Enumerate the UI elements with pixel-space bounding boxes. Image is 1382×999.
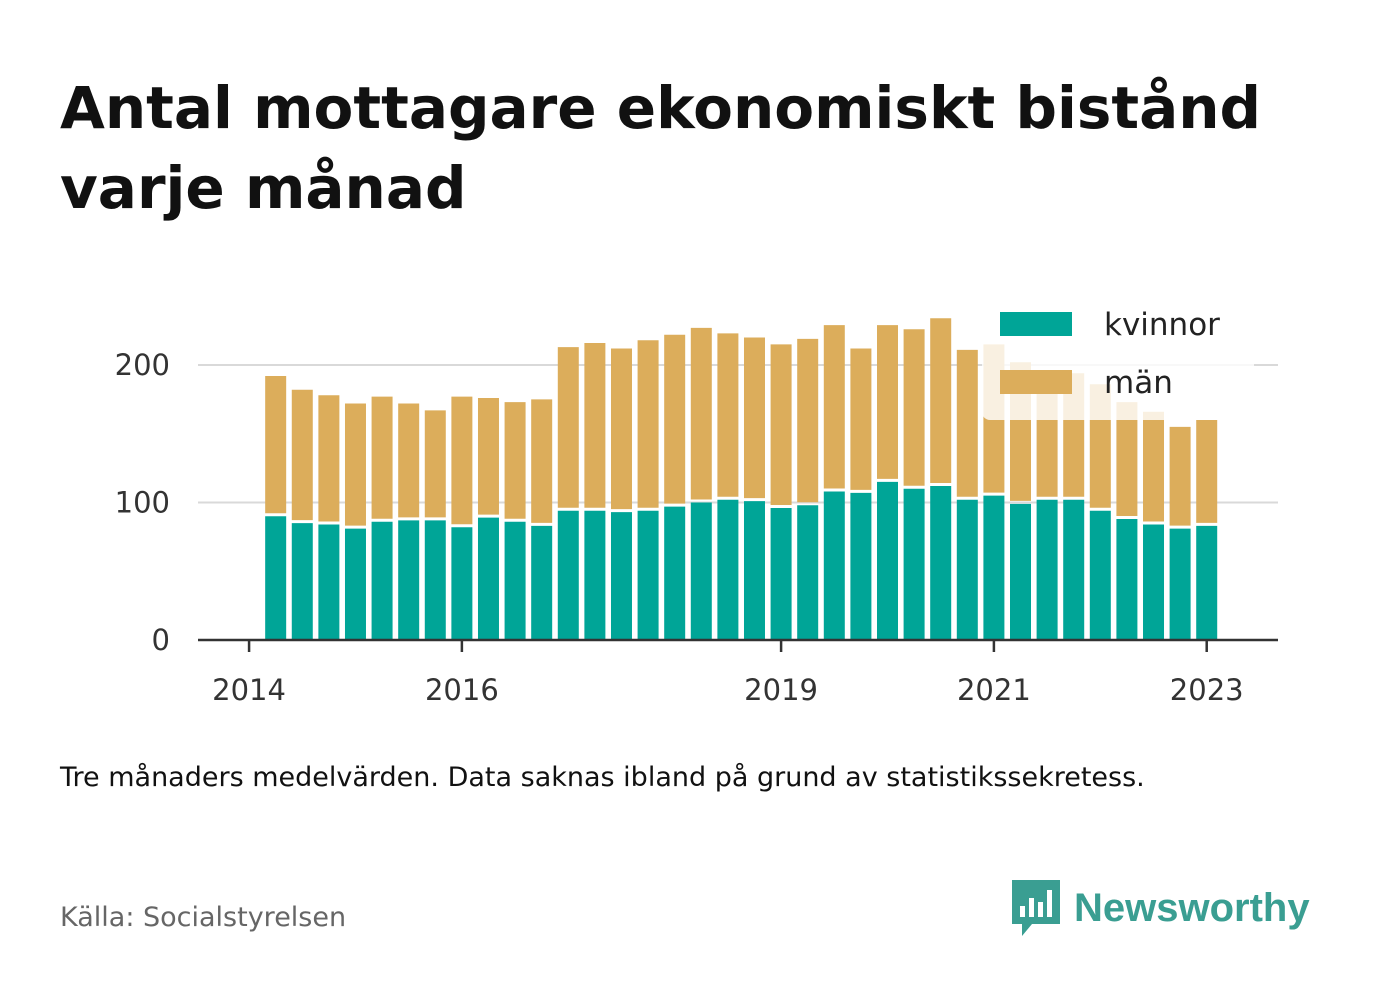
bar-kvinnor xyxy=(1196,525,1218,640)
chart-title: Antal mottagare ekonomiskt bistånd varje… xyxy=(60,74,1262,222)
bar-kvinnor xyxy=(743,501,765,640)
bar-man xyxy=(797,338,819,503)
bar-man xyxy=(664,334,686,504)
x-tick-label: 2016 xyxy=(425,673,499,707)
bar-man xyxy=(850,348,872,490)
bar-kvinnor xyxy=(903,488,925,640)
bar-kvinnor xyxy=(876,481,898,640)
bar-kvinnor xyxy=(770,508,792,640)
bar-man xyxy=(1143,411,1165,522)
bar-kvinnor xyxy=(930,486,952,640)
bar-man xyxy=(451,396,473,525)
bar-man xyxy=(531,399,553,523)
bar-man xyxy=(265,376,287,514)
bar-man xyxy=(557,347,579,508)
bar-kvinnor xyxy=(1036,499,1058,640)
bar-man xyxy=(903,329,925,486)
bar-kvinnor xyxy=(344,528,366,640)
bar-kvinnor xyxy=(1063,499,1085,640)
bar-kvinnor xyxy=(1089,510,1111,640)
bar-man xyxy=(477,398,499,515)
bar-man xyxy=(291,389,313,521)
newsworthy-logo: Newsworthy xyxy=(1010,878,1310,938)
bar-kvinnor xyxy=(291,523,313,640)
y-tick-label: 0 xyxy=(152,623,170,657)
bar-chart: 0 100 200 2014 2016 2019 2021 2023 kvinnor män xyxy=(115,307,1278,707)
bar-kvinnor xyxy=(610,512,632,640)
source-label: Källa: Socialstyrelsen xyxy=(60,902,347,933)
bar-kvinnor xyxy=(584,510,606,640)
bars xyxy=(265,318,1218,640)
x-tick-label: 2019 xyxy=(744,673,818,707)
bar-kvinnor xyxy=(1143,524,1165,640)
legend-label: kvinnor xyxy=(1104,307,1220,343)
bar-man xyxy=(770,344,792,505)
y-tick-label: 200 xyxy=(115,348,170,382)
bar-kvinnor xyxy=(424,520,446,640)
logo-icon xyxy=(1012,880,1060,936)
legend-swatch xyxy=(1000,312,1072,336)
bar-man xyxy=(504,402,526,519)
bar-kvinnor xyxy=(504,521,526,640)
bar-man xyxy=(610,348,632,510)
bar-man xyxy=(398,403,420,518)
bar-man xyxy=(318,395,340,522)
x-tick-label: 2021 xyxy=(957,673,1031,707)
footnote: Tre månaders medelvärden. Data saknas ib… xyxy=(60,762,1145,793)
bar-kvinnor xyxy=(557,510,579,640)
bar-kvinnor xyxy=(850,492,872,640)
bar-kvinnor xyxy=(664,506,686,640)
x-tick-label: 2023 xyxy=(1170,673,1244,707)
bar-kvinnor xyxy=(1010,503,1032,640)
bar-man xyxy=(1169,426,1191,526)
bar-kvinnor xyxy=(451,527,473,640)
bar-kvinnor xyxy=(983,495,1005,640)
bar-kvinnor xyxy=(1169,528,1191,640)
axes: 0 100 200 2014 2016 2019 2021 2023 xyxy=(115,348,1278,707)
bar-kvinnor xyxy=(318,524,340,640)
y-tick-label: 100 xyxy=(115,486,170,520)
bar-man xyxy=(584,343,606,508)
bar-man xyxy=(956,349,978,497)
bar-kvinnor xyxy=(797,505,819,640)
legend-swatch xyxy=(1000,370,1072,394)
bar-kvinnor xyxy=(1116,519,1138,640)
brand-name: Newsworthy xyxy=(1074,885,1310,930)
bar-kvinnor xyxy=(690,502,712,640)
bar-man xyxy=(424,410,446,518)
bar-man xyxy=(930,318,952,483)
bar-man xyxy=(743,337,765,499)
bar-kvinnor xyxy=(637,510,659,640)
bar-kvinnor xyxy=(371,521,393,640)
legend-label: män xyxy=(1104,365,1173,401)
bar-man xyxy=(690,327,712,500)
bar-kvinnor xyxy=(477,517,499,640)
bar-man xyxy=(1196,420,1218,523)
x-tick-label: 2014 xyxy=(212,673,286,707)
bar-man xyxy=(1116,402,1138,516)
bar-kvinnor xyxy=(265,516,287,640)
bar-man xyxy=(637,340,659,508)
bar-man xyxy=(344,403,366,526)
bar-man xyxy=(371,396,393,519)
bar-kvinnor xyxy=(717,499,739,640)
bar-kvinnor xyxy=(823,491,845,640)
bar-man xyxy=(823,325,845,489)
bar-man xyxy=(717,333,739,497)
bar-man xyxy=(876,325,898,479)
bar-kvinnor xyxy=(956,499,978,640)
bar-kvinnor xyxy=(531,525,553,640)
legend: kvinnor män xyxy=(982,307,1254,420)
bar-kvinnor xyxy=(398,520,420,640)
